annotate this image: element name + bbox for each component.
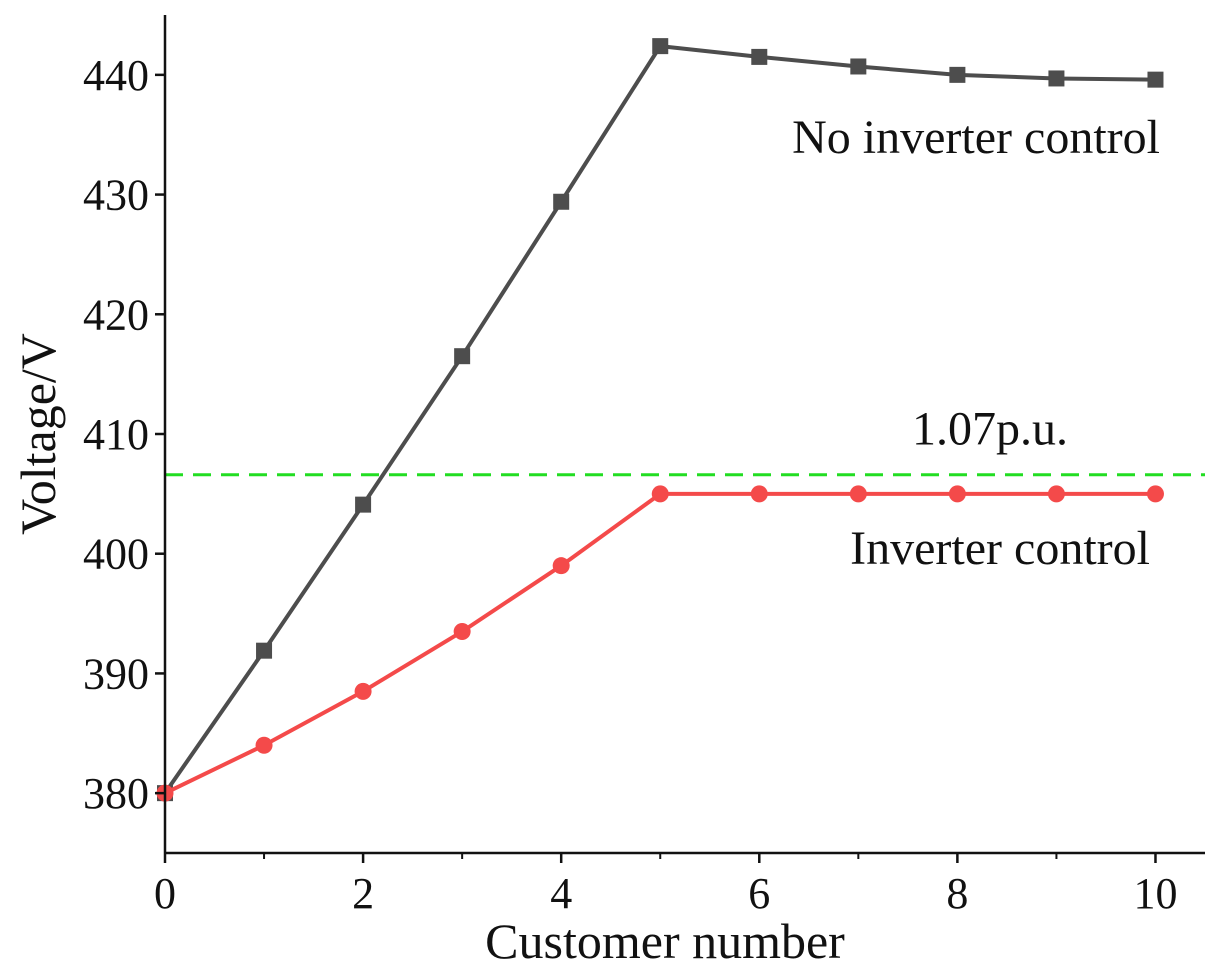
marker <box>454 348 471 365</box>
y-tick-label: 440 <box>83 51 149 100</box>
marker <box>355 496 372 513</box>
x-axis-label: Customer number <box>485 913 845 969</box>
marker <box>849 485 867 503</box>
marker <box>354 682 372 700</box>
reference-label: 1.07p.u. <box>912 403 1068 456</box>
marker <box>256 642 273 659</box>
y-tick-label: 410 <box>83 410 149 459</box>
marker <box>552 557 570 575</box>
x-tick-label: 4 <box>550 869 572 918</box>
y-tick-label: 390 <box>83 649 149 698</box>
x-tick-label: 10 <box>1133 869 1177 918</box>
y-axis-label: Voltage/V <box>10 333 66 535</box>
marker <box>1048 70 1065 87</box>
marker <box>1147 71 1164 88</box>
x-tick-label: 0 <box>154 869 176 918</box>
marker <box>750 485 768 503</box>
marker <box>651 485 669 503</box>
marker <box>652 38 669 55</box>
marker <box>850 58 867 75</box>
y-tick-label: 420 <box>83 290 149 339</box>
marker <box>255 736 273 754</box>
y-tick-label: 430 <box>83 171 149 220</box>
marker <box>751 48 768 65</box>
y-tick-label: 380 <box>83 769 149 818</box>
marker <box>949 66 966 83</box>
marker <box>1047 485 1065 503</box>
series-label: No inverter control <box>792 111 1160 164</box>
x-tick-label: 6 <box>748 869 770 918</box>
x-tick-label: 2 <box>352 869 374 918</box>
marker <box>553 193 570 210</box>
series-label: Inverter control <box>850 522 1150 575</box>
y-tick-label: 400 <box>83 530 149 579</box>
marker <box>1146 485 1164 503</box>
marker <box>453 623 471 641</box>
x-tick-label: 8 <box>946 869 968 918</box>
marker <box>948 485 966 503</box>
